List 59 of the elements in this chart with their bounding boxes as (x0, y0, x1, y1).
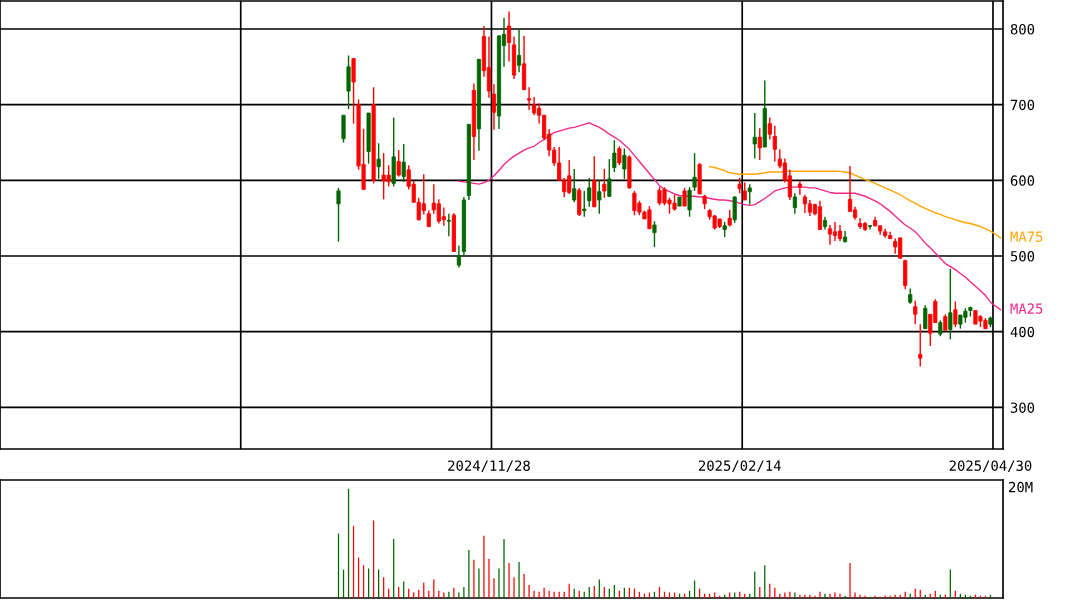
candlestick (953, 300, 958, 328)
candlestick (868, 224, 873, 231)
candlestick (516, 28, 522, 73)
candlestick (797, 180, 802, 196)
y-tick-label: 700 (1010, 99, 1035, 111)
candlestick (486, 35, 492, 99)
candlestick (506, 10, 512, 63)
candlestick (622, 147, 627, 180)
y-tick-label: 300 (1010, 402, 1035, 413)
candlestick (827, 224, 833, 246)
candlestick (792, 192, 797, 215)
candlestick (351, 57, 356, 125)
y-tick-label: 400 (1010, 326, 1035, 338)
candlestick (948, 268, 953, 340)
candlestick (446, 212, 451, 238)
candlestick (587, 177, 592, 208)
x-tick-label: 2025/04/30 (949, 460, 1032, 473)
candlestick (687, 186, 692, 218)
candlestick (376, 142, 381, 180)
candlestick (752, 112, 757, 160)
candlestick (692, 152, 697, 192)
candlestick (767, 116, 772, 141)
text: 20M (1009, 481, 1033, 493)
candlestick (652, 220, 657, 248)
candlestick (582, 190, 587, 218)
candlestick (617, 145, 622, 166)
candlestick (532, 96, 537, 116)
candlestick (607, 158, 612, 198)
candlestick (572, 168, 577, 203)
candlestick (527, 86, 532, 111)
candlestick (757, 127, 762, 161)
candlestick (597, 179, 602, 215)
candlestick (401, 143, 406, 183)
x-tick-label: 2025/02/14 (698, 460, 781, 473)
candlestick (396, 149, 401, 178)
candlestick (336, 187, 341, 243)
candlestick (817, 200, 823, 231)
candlestick (491, 83, 497, 131)
series-label: MA75 (1010, 231, 1043, 242)
candlestick (732, 195, 737, 224)
candlestick (858, 217, 863, 230)
line-series (458, 122, 1002, 311)
candlestick (682, 187, 687, 207)
y-tick-label: 500 (1010, 251, 1035, 262)
series-label: MA25 (1010, 303, 1043, 314)
candlestick (913, 299, 918, 325)
candlestick (772, 125, 777, 163)
y-tick-label: 800 (1010, 24, 1035, 35)
candlestick (923, 304, 928, 330)
y-tick-label: 600 (1010, 175, 1035, 186)
candlestick (612, 139, 617, 173)
candlestick (747, 183, 752, 206)
candlestick (602, 168, 607, 199)
x-tick-label: 2024/11/28 (448, 460, 530, 473)
candlestick (341, 114, 346, 144)
candlestick (832, 221, 838, 242)
candlestick (456, 244, 461, 269)
candlestick (918, 323, 923, 368)
candlestick (441, 206, 446, 227)
